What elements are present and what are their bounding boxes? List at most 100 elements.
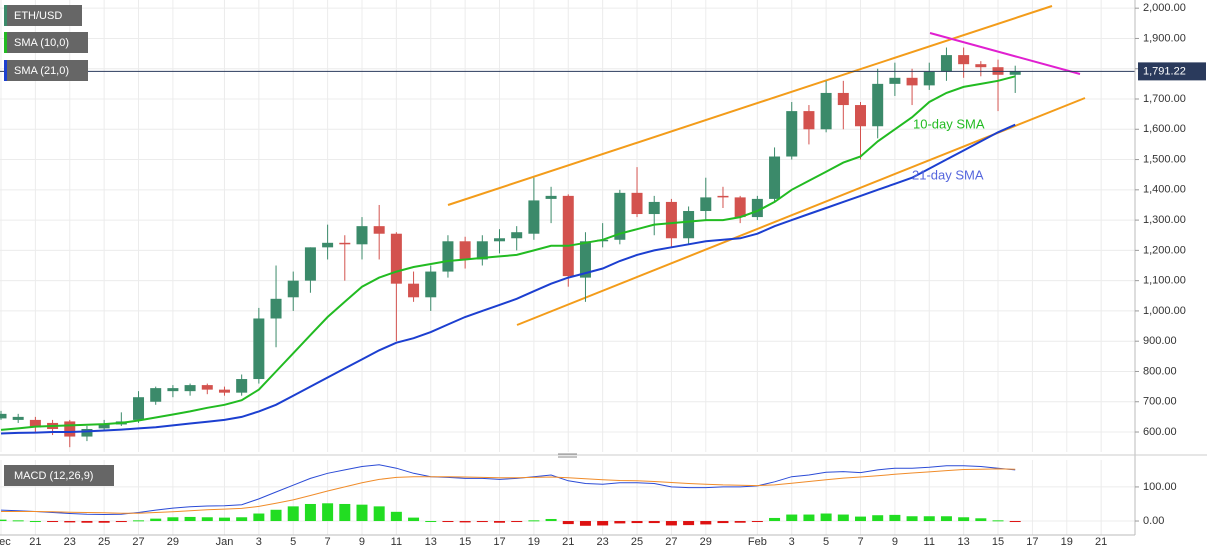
x-tick-label: 7 [857,536,863,548]
candle-body [322,242,334,248]
legend-box [4,60,88,81]
candle-body [167,388,179,392]
y-tick-label: 1,900.00 [1143,32,1186,44]
candle-body [683,211,695,239]
candle-body [700,197,712,212]
histogram-bar [47,521,59,523]
histogram-bar [700,521,712,525]
x-tick-label: 23 [597,536,609,548]
candle-body [545,195,557,199]
last-price-box [1138,62,1206,81]
candle-body [184,385,196,392]
candle-body [786,111,798,157]
histogram-bar [837,514,849,522]
annotation: 21-day SMA [912,167,984,182]
histogram-bar [253,513,265,522]
histogram-bar [734,521,746,523]
candle-body [803,111,815,130]
candle-body [476,241,488,260]
y-tick-label: 600.00 [1143,426,1177,438]
candle-body [408,283,420,298]
histogram-bar [304,503,316,522]
histogram-bar [820,513,832,522]
x-tick-label: 7 [325,536,331,548]
x-tick-label: 17 [1026,536,1038,548]
y-tick-label: 1,700.00 [1143,93,1186,105]
annotation: 10-day SMA [913,116,985,131]
pane-handle [558,453,577,458]
histogram-bar [511,521,523,523]
legend-swatch [4,60,7,81]
histogram-bar [769,517,781,522]
x-tick-label: 17 [493,536,505,548]
candle-body [253,318,265,380]
candle-body [218,389,230,393]
x-tick-label: 25 [631,536,643,548]
x-tick-label: Jan [216,536,234,548]
candle-body [201,385,213,390]
histogram-bar [322,503,334,522]
candle-body [390,233,402,284]
candle-body [494,238,506,242]
histogram-bar [270,509,282,522]
histogram-bar [958,517,970,522]
candle-body [855,105,866,127]
histogram-bar [683,521,695,526]
legend-swatch [4,32,7,53]
candle-body [339,242,351,245]
candle-body [889,77,901,84]
candle-body [150,388,162,402]
y-tick-label: 1,300.00 [1143,214,1186,226]
candle-body [665,201,677,239]
x-tick-label: 19 [1061,536,1073,548]
line [0,123,1016,435]
histogram-bar [356,504,368,522]
x-tick-label: Feb [748,536,767,548]
histogram-bar [390,511,402,522]
y-tick-label: 900.00 [1143,335,1177,347]
histogram-bar [889,514,901,522]
x-tick-label: 15 [459,536,471,548]
histogram-bar [201,517,213,522]
grid [0,0,1135,535]
candle-body [940,55,952,72]
candle-body [837,92,849,106]
candle-body [459,241,471,260]
x-tick-label: Dec [0,536,11,548]
candle-body [528,200,540,234]
histogram-bar [855,516,866,522]
y-tick-label: 1,200.00 [1143,244,1186,256]
candle-body [906,77,918,86]
histogram-bar [665,521,677,526]
x-tick-label: 21 [1095,536,1107,548]
candle-body [1009,71,1021,75]
candle-body [734,197,746,218]
trend-line [929,32,1081,75]
legend-label: MACD (12,26,9) [14,470,93,482]
histogram-bar [562,521,574,525]
x-tick-label: 3 [789,536,795,548]
histogram-bar [459,521,471,523]
x-tick-label: 25 [98,536,110,548]
histogram-bar [64,521,76,523]
histogram-bar [150,518,162,522]
candle-body [425,271,437,298]
x-tick-label: 13 [958,536,970,548]
legend-label: ETH/USD [14,10,62,22]
y-tick-label: 2,000.00 [1143,2,1186,14]
candle-body [287,280,299,298]
candle-body [133,397,145,420]
histogram-bar [545,518,557,522]
line [0,464,1016,516]
histogram-bar [287,506,299,522]
histogram-bar [803,514,815,522]
candle-body [923,71,935,86]
candle-body [511,232,523,239]
candle-body [0,413,7,419]
candle-body [236,379,248,393]
candle-body [648,201,660,215]
histogram-bar [339,503,351,522]
candle-body [579,241,591,278]
candle-body [631,192,643,215]
histogram-bar [236,517,248,522]
